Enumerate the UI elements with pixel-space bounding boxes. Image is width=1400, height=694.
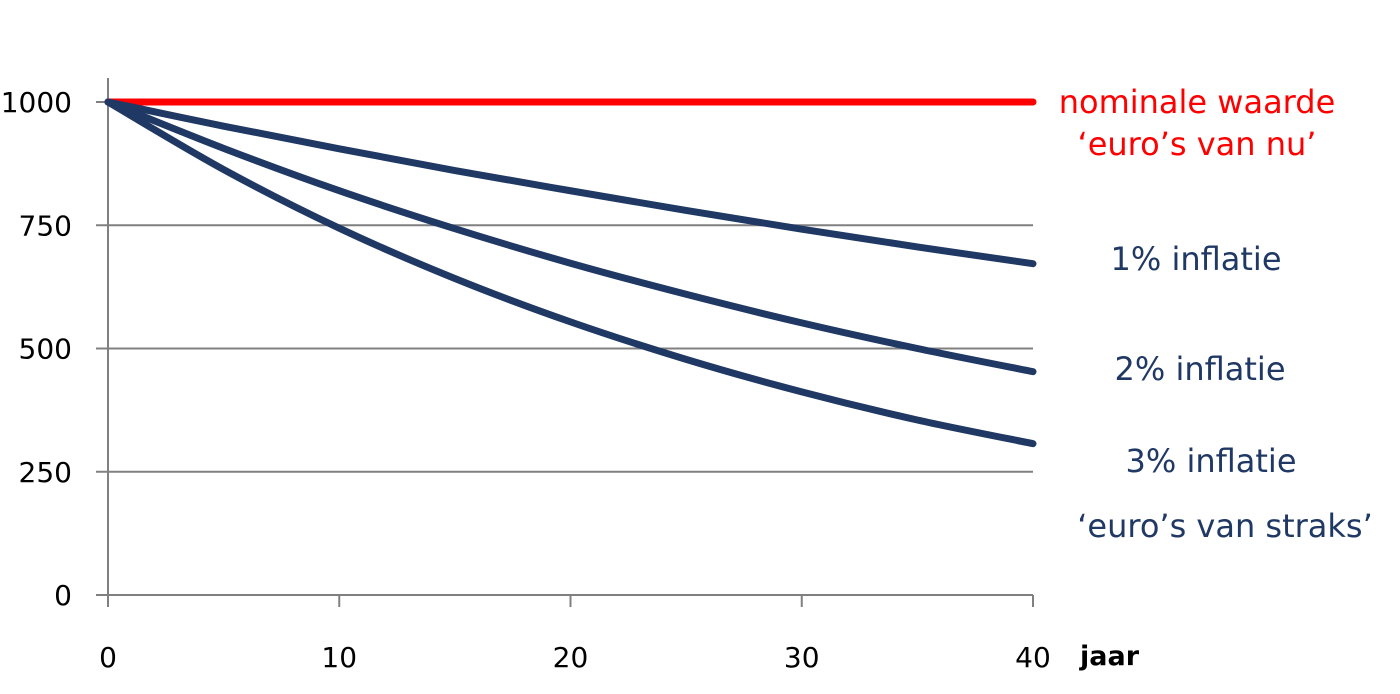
annotation-inflation-1: 1% inflatie (1111, 240, 1282, 278)
annotation-nominal-line1: nominale waarde (1059, 83, 1336, 121)
series-annotations: nominale waarde ‘euro’s van nu’ 1% infla… (1059, 83, 1373, 545)
x-axis-unit-label: jaar (1079, 641, 1140, 672)
y-tick-label: 250 (19, 456, 72, 489)
series-line-inflation-2 (104, 98, 1037, 376)
series-lines (104, 98, 1037, 448)
x-tick-labels: 0 10 20 30 40 (99, 641, 1051, 674)
axes (96, 78, 1034, 607)
annotation-inflation-3: 3% inflatie (1126, 442, 1297, 480)
x-tick-label: 10 (321, 641, 357, 674)
y-tick-label: 1000 (1, 86, 72, 119)
y-tick-label: 750 (19, 209, 72, 242)
series-line-inflation-3 (104, 98, 1037, 448)
x-tick-label: 40 (1015, 641, 1051, 674)
y-tick-label: 0 (54, 579, 72, 612)
x-tick-label: 0 (99, 641, 117, 674)
annotation-real-value: ‘euro’s van straks’ (1077, 507, 1373, 545)
x-tick-label: 30 (784, 641, 820, 674)
annotation-inflation-2: 2% inflatie (1115, 350, 1286, 388)
y-tick-labels: 0 250 500 750 1000 (1, 86, 72, 612)
y-tick-label: 500 (19, 333, 72, 366)
x-tick-label: 20 (553, 641, 589, 674)
annotation-nominal-line2: ‘euro’s van nu’ (1078, 125, 1317, 163)
series-line-inflation-1 (104, 98, 1037, 268)
